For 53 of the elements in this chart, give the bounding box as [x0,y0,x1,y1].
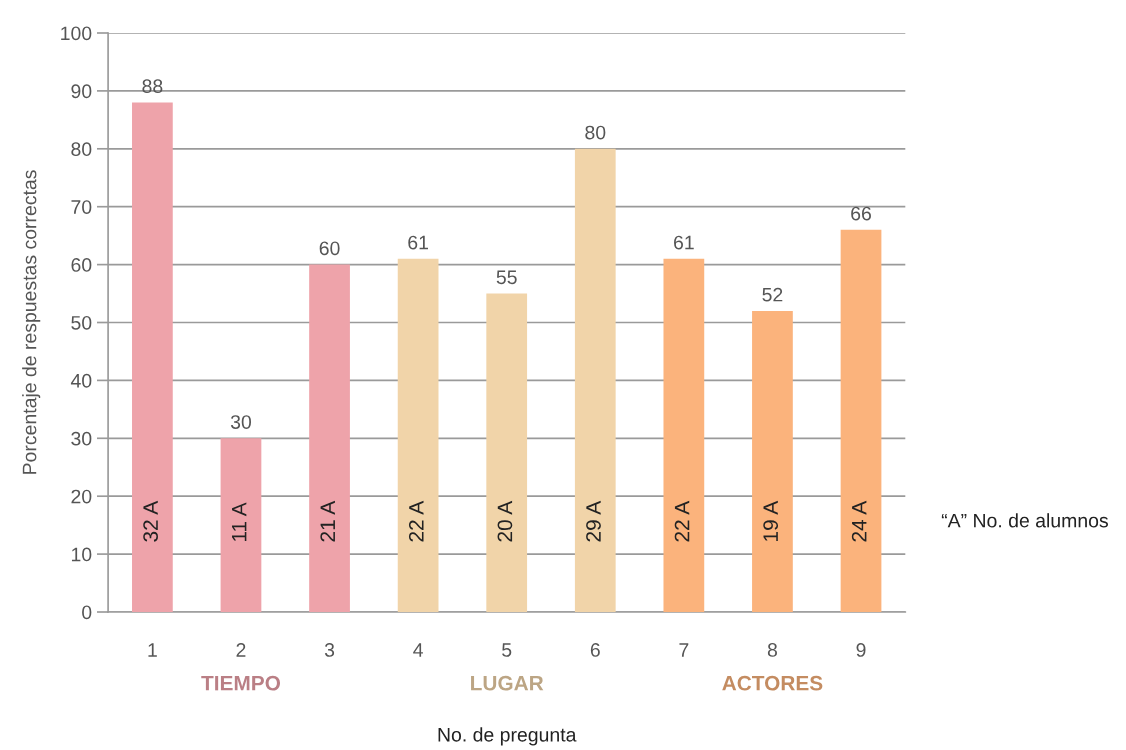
x-tick-label: 9 [856,643,866,657]
y-tick-label: 90 [71,84,92,99]
bar [574,148,616,612]
annotation: 11 A [232,502,247,541]
data-label: 61 [408,235,428,250]
y-tick-label: 60 [71,258,92,272]
y-tick-label: 40 [70,373,92,388]
x-tick-label: 3 [324,643,335,657]
x-tick-label: 5 [502,643,512,657]
bar [486,293,528,612]
x-tick-label: 6 [590,643,600,657]
x-tick-label: 1 [148,643,157,657]
data-label: 80 [585,125,606,140]
x-tick-label: 4 [413,643,423,657]
y-tick-label: 70 [71,200,92,214]
annotation: 24 A [851,500,867,542]
y-tick-label: 20 [71,489,92,504]
annotation: 21 A [320,500,335,542]
data-label: 30 [230,415,252,429]
annotation: 20 A [497,500,513,542]
annotation: 22 A [674,500,690,542]
y-axis-title: Porcentaje de respuestas correctas [22,170,41,474]
data-label: 55 [496,270,517,285]
bar [840,229,882,612]
bar [132,102,173,612]
y-tick-label: 30 [71,431,92,446]
annotation: 29 A [586,500,601,542]
bar [663,258,705,612]
annotation: 32 A [143,500,158,542]
x-axis-title: No. de pregunta [438,727,577,746]
y-tick-label: 80 [71,142,92,157]
bar [309,264,350,612]
data-label: 66 [851,206,871,221]
data-label: 52 [762,287,783,302]
annotation: 19 A [763,500,779,541]
data-label: 61 [674,235,694,250]
y-tick-label: 100 [61,26,92,41]
x-tick-label: 2 [236,643,246,657]
text: LUGAR [471,675,544,691]
data-label: 88 [142,79,163,94]
bar [397,258,439,612]
data-label: 60 [319,241,340,256]
y-tick-label: 50 [71,315,92,330]
text: “A” No. de alumnos [941,513,1108,528]
x-tick-label: 8 [767,643,777,657]
bar [752,310,793,612]
text: ACTORES [722,675,823,691]
y-tick-label: 0 [82,605,92,620]
text: TIEMPO [201,675,281,691]
y-tick-label: 10 [71,547,92,562]
bar [220,438,262,612]
x-tick-label: 7 [679,643,689,657]
annotation: 22 A [408,500,424,542]
